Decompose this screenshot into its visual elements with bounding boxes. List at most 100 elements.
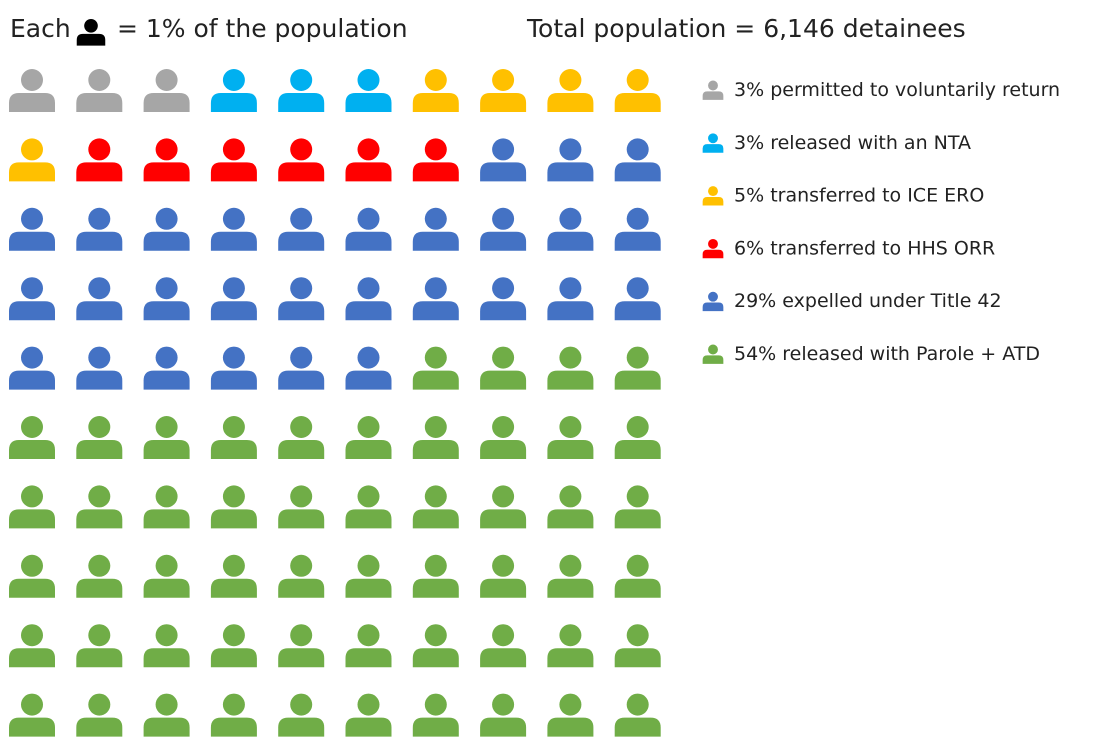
- person-icon: [210, 138, 257, 182]
- person-icon: [345, 693, 392, 737]
- person-head: [492, 554, 515, 577]
- person-head: [559, 624, 582, 647]
- person-icon: [210, 624, 257, 668]
- person-body: [76, 93, 123, 112]
- person-body: [412, 440, 459, 459]
- person-head: [290, 624, 313, 647]
- person-body: [480, 717, 527, 737]
- person-icon: [278, 554, 325, 598]
- person-icon: [480, 207, 527, 251]
- person-body: [143, 231, 190, 251]
- person-head: [290, 346, 313, 369]
- person-icon: [278, 346, 325, 390]
- person-head: [357, 416, 380, 438]
- person-head: [626, 624, 649, 647]
- person-head: [559, 207, 582, 230]
- person-body: [345, 231, 392, 251]
- person-icon: [143, 485, 190, 529]
- person-head: [222, 138, 245, 161]
- person-head: [357, 485, 380, 508]
- person-body: [278, 162, 325, 182]
- person-head: [357, 554, 380, 577]
- person-body: [9, 231, 55, 251]
- legend-label: 6% transferred to HHS ORR: [734, 237, 995, 259]
- person-head: [21, 138, 43, 161]
- person-head: [559, 554, 582, 577]
- person-head: [626, 554, 649, 577]
- person-body: [547, 162, 594, 182]
- person-head: [88, 416, 111, 438]
- person-body: [412, 370, 459, 390]
- person-icon: [76, 138, 123, 182]
- person-icon: [480, 485, 527, 529]
- person-head: [21, 277, 43, 300]
- person-icon: [480, 693, 527, 737]
- person-head: [21, 346, 43, 369]
- person-head: [424, 207, 447, 230]
- person-body: [76, 648, 123, 668]
- person-head: [708, 291, 718, 302]
- person-body: [547, 301, 594, 321]
- person-icon: [143, 624, 190, 668]
- person-head: [290, 277, 313, 300]
- person-icon: [210, 207, 257, 251]
- person-body: [9, 717, 55, 737]
- person-body: [76, 370, 123, 390]
- person-head: [222, 207, 245, 230]
- person-body: [76, 231, 123, 251]
- person-body: [9, 440, 55, 459]
- legend-label: 3% permitted to voluntarily return: [734, 79, 1060, 101]
- person-head: [357, 138, 380, 161]
- legend-icon: [702, 238, 724, 259]
- person-head: [290, 416, 313, 438]
- person-head: [290, 693, 313, 716]
- person-icon: [76, 624, 123, 668]
- person-head: [88, 69, 111, 91]
- person-body: [9, 370, 55, 390]
- person-head: [155, 693, 178, 716]
- person-icon: [480, 277, 527, 321]
- person-body: [614, 440, 661, 459]
- person-icon: [412, 485, 459, 529]
- person-icon: [76, 693, 123, 737]
- person-head: [21, 693, 43, 716]
- person-body: [547, 231, 594, 251]
- person-body: [9, 648, 55, 668]
- person-icon: [480, 138, 527, 182]
- person-body: [412, 93, 459, 112]
- person-icon: [143, 346, 190, 390]
- person-body: [480, 370, 527, 390]
- person-body: [143, 717, 190, 737]
- person-head: [626, 693, 649, 716]
- legend-icon: [702, 291, 724, 312]
- person-icon: [143, 277, 190, 321]
- person-body: [210, 578, 257, 598]
- person-icon: [480, 624, 527, 668]
- legend-icon: [702, 344, 724, 364]
- person-body: [9, 578, 55, 598]
- person-head: [492, 693, 515, 716]
- legend-name: released with Parole + ATD: [782, 343, 1040, 365]
- legend-label: 29% expelled under Title 42: [734, 290, 1002, 312]
- person-body: [412, 717, 459, 737]
- person-head: [222, 554, 245, 577]
- person-head: [155, 624, 178, 647]
- person-head: [155, 69, 178, 91]
- person-head: [155, 554, 178, 577]
- legend-name: transferred to HHS ORR: [770, 237, 995, 259]
- legend-value: 6%: [734, 237, 764, 259]
- person-body: [412, 162, 459, 182]
- person-head: [21, 416, 43, 438]
- person-body: [547, 717, 594, 737]
- person-head: [290, 485, 313, 508]
- person-body: [345, 370, 392, 390]
- person-icon: [210, 277, 257, 321]
- person-body: [345, 440, 392, 459]
- legend-label: 54% released with Parole + ATD: [734, 343, 1040, 365]
- person-icon: [547, 207, 594, 251]
- person-body: [614, 648, 661, 668]
- person-head: [424, 554, 447, 577]
- legend-value: 3%: [734, 131, 764, 153]
- person-icon: [9, 485, 55, 529]
